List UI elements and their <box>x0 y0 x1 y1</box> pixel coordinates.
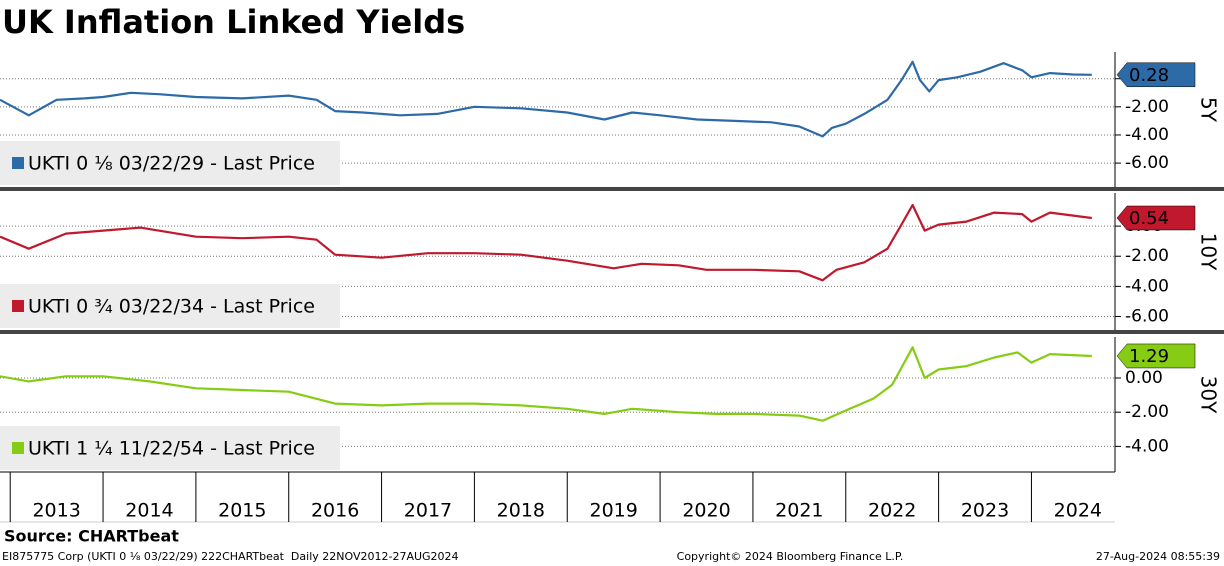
x-tick-label: 2024 <box>1054 500 1102 522</box>
legend-box <box>0 141 340 185</box>
legend-label: UKTI 0 ¾ 03/22/34 - Last Price <box>28 296 315 318</box>
last-value-tag <box>1116 343 1196 369</box>
footer-center: Copyright© 2024 Bloomberg Finance L.P. <box>677 550 904 563</box>
panel-separator <box>0 330 1224 334</box>
series-line <box>0 346 1092 422</box>
y-tick-label: -6.00 <box>1125 153 1169 173</box>
series-line <box>0 60 1092 138</box>
last-value-label: 0.28 <box>1129 65 1169 86</box>
x-tick-label: 2021 <box>775 500 823 522</box>
last-value-label: 0.54 <box>1129 208 1169 229</box>
legend-marker <box>12 300 24 312</box>
footer-left: EI875775 Corp (UKTI 0 ⅛ 03/22/29) 222CHA… <box>2 550 459 563</box>
x-tick-label: 2013 <box>32 500 80 522</box>
last-value-tag <box>1116 205 1196 231</box>
y-tick-label: -2.00 <box>1125 246 1169 266</box>
y-axis-label: 10Y <box>1197 233 1221 271</box>
legend-box <box>0 284 340 328</box>
x-tick-label: 2016 <box>311 500 359 522</box>
legend-marker <box>12 157 24 169</box>
x-tick-label: 2023 <box>961 500 1009 522</box>
x-tick-label: 2014 <box>125 500 173 522</box>
x-tick-label: 2017 <box>404 500 452 522</box>
series-line <box>0 203 1092 282</box>
source: Source: CHARTbeat <box>4 527 179 546</box>
x-tick-label: 2015 <box>218 500 266 522</box>
y-tick-label: -4.00 <box>1125 436 1169 456</box>
y-tick-label: -2.00 <box>1125 402 1169 422</box>
x-tick-label: 2019 <box>589 500 637 522</box>
last-value-label: 1.29 <box>1129 346 1169 367</box>
y-tick-label: 0.00 <box>1125 368 1163 388</box>
chart-title: UK Inflation Linked Yields <box>2 3 465 41</box>
x-tick-label: 2018 <box>497 500 545 522</box>
legend-marker <box>12 442 24 454</box>
footer-right: 27-Aug-2024 08:55:39 <box>1096 550 1220 563</box>
last-value-tag <box>1116 62 1196 88</box>
y-tick-label: -4.00 <box>1125 276 1169 296</box>
y-tick-label: -4.00 <box>1125 125 1169 145</box>
y-tick-label: -6.00 <box>1125 306 1169 326</box>
legend-box <box>0 426 340 470</box>
x-tick-label: 2020 <box>682 500 730 522</box>
legend-label: UKTI 0 ⅛ 03/22/29 - Last Price <box>28 153 315 175</box>
y-tick-label: -2.00 <box>1125 97 1169 117</box>
x-tick-label: 2022 <box>868 500 916 522</box>
y-axis-label: 5Y <box>1197 97 1221 123</box>
legend-label: UKTI 1 ¼ 11/22/54 - Last Price <box>28 438 315 460</box>
panel-separator <box>0 187 1224 191</box>
y-axis-label: 30Y <box>1197 376 1221 414</box>
